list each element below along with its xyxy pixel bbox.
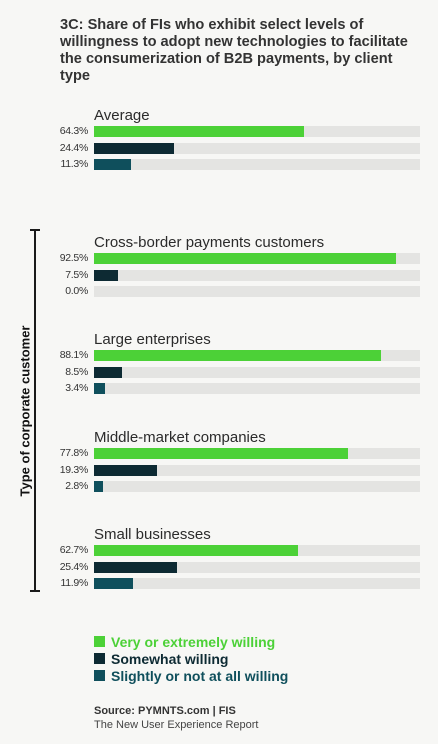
bar-very-willing — [94, 448, 348, 459]
group-title: Middle-market companies — [94, 429, 266, 446]
data-label: 88.1% — [59, 349, 89, 361]
bar-very-willing — [94, 350, 382, 361]
bar-track — [94, 383, 420, 394]
data-label: 24.4% — [59, 141, 89, 154]
legend-swatch — [94, 670, 105, 681]
chart-title: 3C: Share of FIs who exhibit select leve… — [60, 17, 408, 84]
bar-track — [94, 366, 420, 378]
group-title: Small businesses — [94, 526, 211, 543]
bar-very-willing — [94, 545, 299, 556]
axis-bracket-top-cap — [30, 229, 40, 231]
legend-item-very-willing: Very or extremely willing — [94, 633, 288, 650]
data-label: 25.4% — [59, 560, 89, 573]
bar-track — [94, 448, 420, 459]
source-line: Source: PYMNTS.com | FIS — [94, 705, 236, 717]
data-label: 0.0% — [65, 285, 88, 297]
legend-swatch — [94, 636, 105, 647]
legend-item-somewhat-willing: Somewhat willing — [94, 650, 288, 667]
bar-track — [94, 481, 420, 492]
legend-label: Very or extremely willing — [111, 633, 276, 650]
data-label: 11.3% — [60, 158, 89, 170]
group-title: Average — [94, 107, 150, 124]
bar-somewhat-willing — [94, 366, 122, 378]
data-label: 11.9% — [60, 577, 89, 589]
bar-track — [94, 545, 420, 556]
bar-slightly-willing — [94, 481, 104, 492]
bar-slightly-willing — [94, 578, 133, 589]
data-label: 77.8% — [59, 447, 89, 459]
bar-somewhat-willing — [94, 269, 119, 281]
group-title: Cross-border payments customers — [94, 234, 325, 251]
data-label: 8.5% — [65, 365, 88, 378]
legend-label: Slightly or not at all willing — [111, 667, 289, 684]
legend-item-slightly-willing: Slightly or not at all willing — [94, 667, 288, 684]
bar-somewhat-willing — [94, 142, 174, 154]
bar-track — [94, 126, 420, 137]
axis-bracket-line — [34, 229, 36, 592]
bar-track — [94, 350, 420, 361]
data-label: 62.7% — [59, 544, 89, 556]
bar-somewhat-willing — [94, 464, 157, 476]
legend: Very or extremely willing Somewhat willi… — [94, 633, 288, 684]
bar-track — [94, 142, 420, 154]
group-title: Large enterprises — [94, 331, 211, 348]
legend-swatch — [94, 653, 105, 664]
bar-track — [94, 159, 420, 170]
bar-track — [94, 578, 420, 589]
bar-very-willing — [94, 253, 396, 264]
y-axis-label: Type of corporate customer — [17, 325, 33, 497]
bar-track — [94, 286, 420, 297]
bar-slightly-willing — [94, 383, 106, 394]
data-label: 7.5% — [65, 268, 88, 281]
bar-slightly-willing — [94, 159, 131, 170]
bar-track — [94, 269, 420, 281]
source-note: Source: PYMNTS.com | FIS The New User Ex… — [94, 704, 258, 732]
axis-bracket-bottom-cap — [30, 590, 40, 592]
report-name: The New User Experience Report — [94, 719, 259, 731]
data-label: 19.3% — [59, 463, 89, 476]
legend-label: Somewhat willing — [111, 650, 229, 667]
bar-somewhat-willing — [94, 561, 177, 573]
bar-track — [94, 253, 420, 264]
bar-track — [94, 561, 420, 573]
data-label: 64.3% — [59, 125, 89, 137]
data-label: 2.8% — [65, 480, 88, 492]
data-label: 92.5% — [59, 252, 89, 264]
bar-very-willing — [94, 126, 304, 137]
data-label: 3.4% — [65, 382, 88, 394]
bar-track — [94, 464, 420, 476]
